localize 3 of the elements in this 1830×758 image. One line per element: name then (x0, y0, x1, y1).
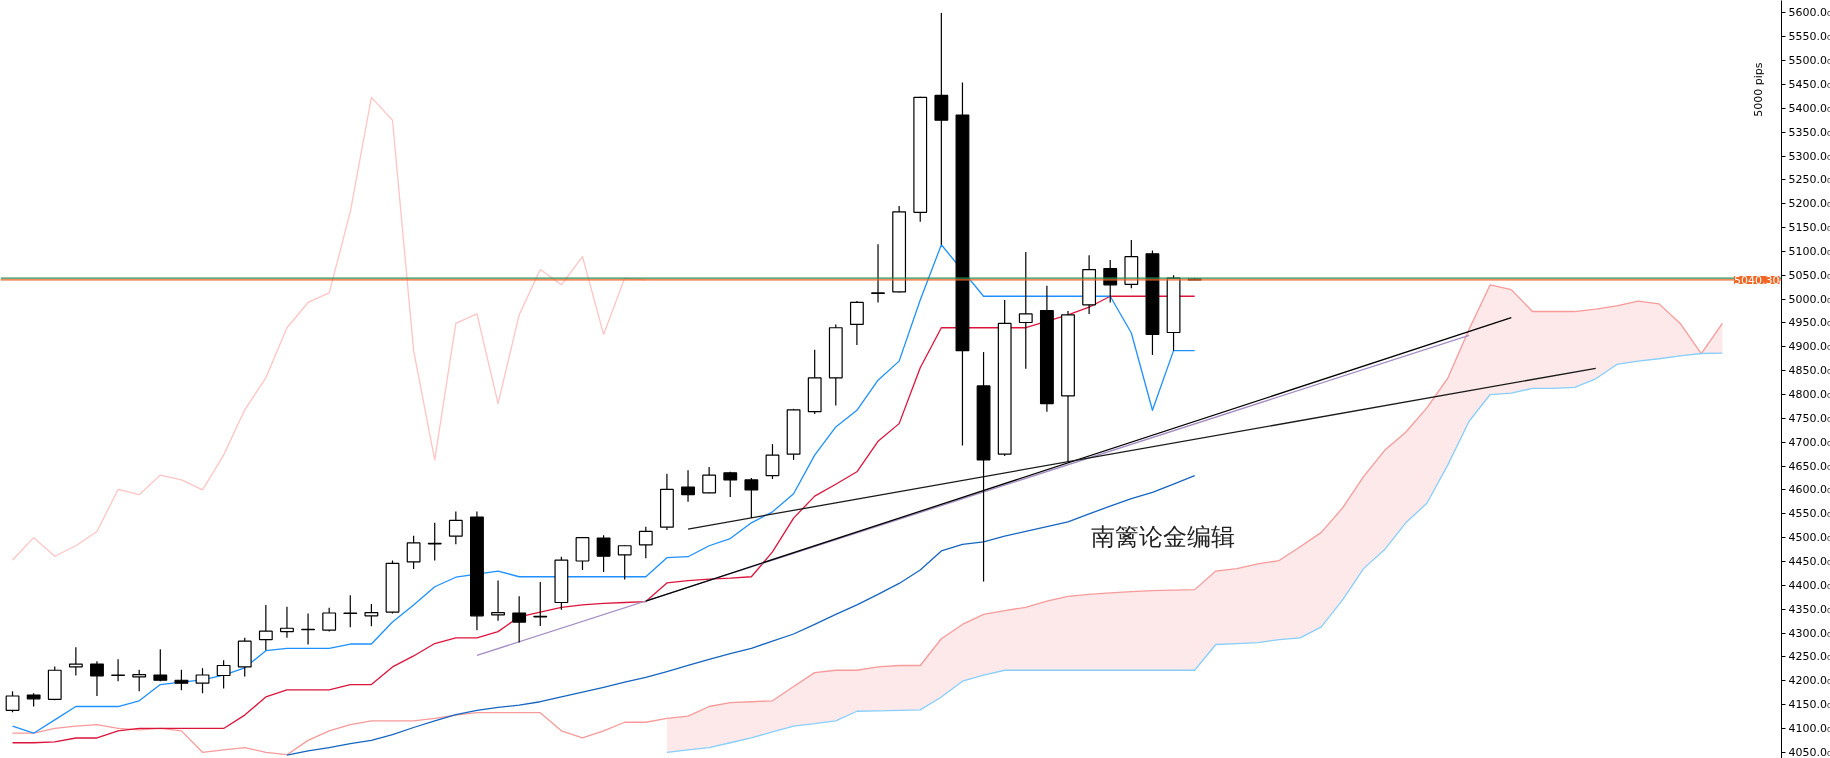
annotation: 南篱论金编辑 (1091, 523, 1236, 552)
text: 5000 pips (1751, 62, 1765, 117)
ref-line-label: 5040.30 (1734, 273, 1780, 287)
